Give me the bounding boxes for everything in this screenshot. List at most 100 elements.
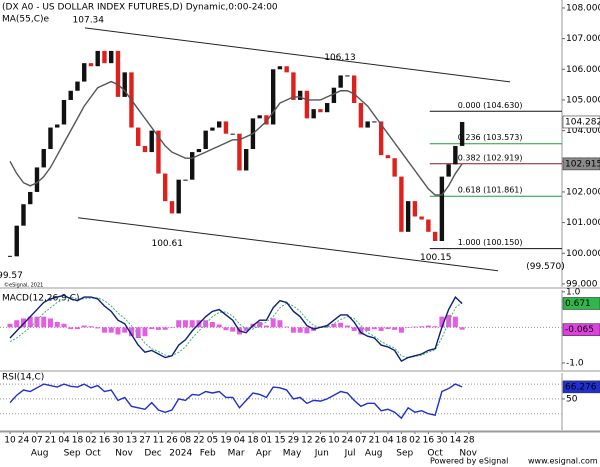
histogram-bar	[135, 327, 141, 338]
value-box	[562, 115, 600, 129]
x-tick-label: 26	[315, 436, 327, 446]
x-tick-label: 11	[153, 436, 164, 446]
candle	[419, 216, 424, 220]
histogram-bar	[398, 327, 404, 333]
y-tick-label: 107.000	[566, 34, 600, 44]
candle	[270, 69, 276, 125]
fib-label: 0.236 (103.573)	[458, 133, 523, 142]
x-tick-label: 04	[382, 436, 394, 446]
histogram-bar	[405, 327, 411, 328]
histogram-bar	[385, 327, 391, 330]
candle	[196, 149, 202, 153]
histogram-bar	[34, 316, 40, 328]
value-box	[562, 323, 600, 336]
value-box-label: -0.065	[565, 325, 594, 335]
histogram-bar	[61, 323, 67, 328]
histogram-bar	[47, 318, 53, 328]
x-tick-label: 05	[207, 436, 218, 446]
x-tick-label: 04	[234, 436, 246, 446]
candle	[115, 50, 121, 97]
price-annotation: 99.57	[0, 271, 23, 281]
y-tick-label: 100.000	[566, 249, 600, 259]
x-tick-label: 30	[436, 436, 448, 446]
value-box-label: 104.282	[565, 117, 600, 127]
candle	[183, 179, 188, 181]
histogram-bar	[54, 322, 60, 328]
histogram-bar	[74, 327, 80, 330]
candle	[277, 66, 283, 70]
month-label: Nov	[115, 449, 133, 459]
price-annotation: 107.34	[73, 16, 105, 26]
month-label: Aug	[365, 449, 383, 459]
histogram-bar	[115, 327, 121, 335]
histogram-bar	[189, 320, 195, 328]
x-tick-label: 08	[180, 436, 192, 446]
histogram-bar	[68, 327, 74, 330]
histogram-bar	[176, 320, 182, 328]
candle	[82, 63, 87, 82]
x-tick-label: 15	[274, 436, 285, 446]
price-annotation: 100.15	[420, 253, 452, 263]
histogram-bar	[297, 327, 303, 333]
candle	[203, 130, 208, 150]
candle	[189, 152, 195, 180]
histogram-bar	[365, 327, 371, 331]
x-tick-label: 02	[409, 436, 420, 446]
histogram-bar	[344, 325, 350, 328]
histogram-bar	[101, 327, 107, 333]
footer-powered: Powered by eSignal	[430, 457, 508, 466]
x-tick-label: 10	[328, 436, 340, 446]
fib-label: 1.000 (100.150)	[458, 238, 523, 247]
candle	[21, 204, 26, 226]
histogram-bar	[122, 327, 128, 333]
fib-label: 0.000 (104.630)	[458, 101, 523, 110]
histogram-bar	[446, 314, 452, 328]
histogram-bar	[351, 327, 357, 331]
histogram-bar	[263, 325, 269, 328]
y-tick-label: 1.0	[566, 287, 581, 297]
histogram-bar	[155, 327, 161, 330]
candle	[230, 133, 235, 135]
x-tick-label: 04	[58, 436, 70, 446]
histogram-bar	[331, 323, 337, 328]
candle	[210, 127, 215, 131]
candle	[351, 75, 357, 104]
histogram-bar	[162, 327, 168, 330]
x-tick-label: 29	[288, 436, 300, 446]
candle	[372, 121, 377, 123]
month-label: Mar	[228, 449, 245, 459]
x-tick-label: 26	[166, 436, 178, 446]
histogram-bar	[169, 327, 175, 328]
candle	[109, 50, 114, 64]
month-label: Sep	[396, 449, 413, 459]
histogram-bar	[108, 327, 114, 333]
candle	[358, 103, 364, 128]
x-tick-label: 30	[112, 436, 124, 446]
series-line	[9, 383, 463, 420]
histogram-bar	[392, 327, 398, 330]
candle	[405, 201, 411, 232]
histogram-bar	[88, 326, 94, 328]
candle	[345, 75, 350, 77]
x-tick-label: 27	[139, 436, 150, 446]
month-label: Nov	[459, 449, 477, 459]
candle	[297, 90, 303, 100]
y-tick-label: 99.000	[566, 279, 598, 289]
y-tick-label: 104.000	[566, 126, 600, 136]
month-label: Feb	[200, 449, 216, 459]
histogram-bar	[324, 325, 330, 328]
histogram-bar	[459, 327, 465, 330]
x-tick-label: 02	[85, 436, 96, 446]
histogram-bar	[81, 325, 87, 328]
candle	[88, 63, 94, 67]
chart-title: (DX A0 - US DOLLAR INDEX FUTURES,D) Dyna…	[2, 3, 278, 13]
candle	[459, 121, 465, 146]
histogram-bar	[41, 316, 47, 328]
candle	[453, 145, 458, 165]
histogram-bar	[284, 326, 290, 328]
value-box-label: 102.915	[565, 159, 600, 169]
candle	[162, 173, 168, 202]
candle	[48, 127, 53, 150]
month-label: Sep	[64, 449, 81, 459]
